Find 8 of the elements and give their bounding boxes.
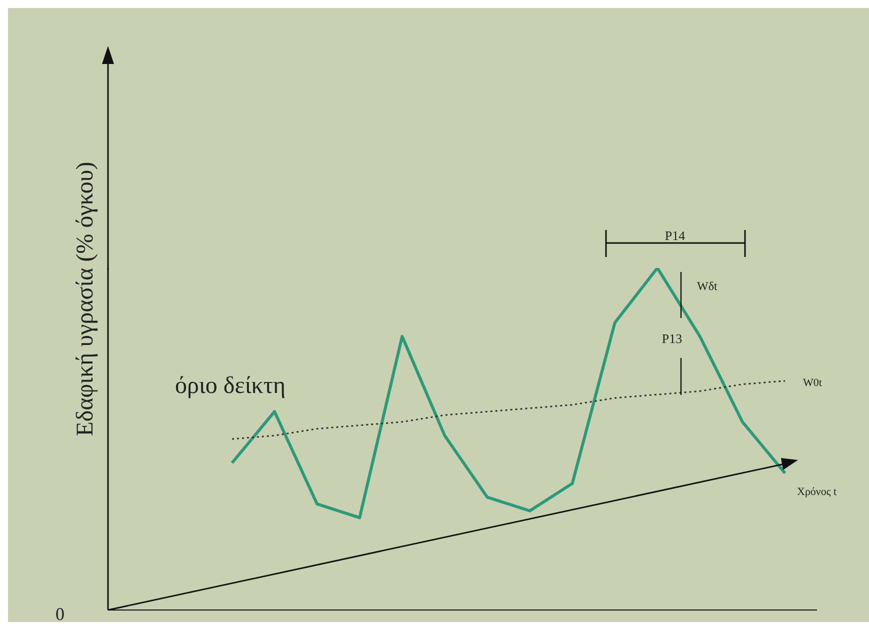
- y-axis-title: Εδαφική υγρασία (% όγκου): [72, 162, 99, 436]
- annotation: P13: [662, 331, 682, 346]
- text: 0: [56, 604, 64, 624]
- text: P14: [664, 228, 686, 243]
- x-axis-title: Χρόνος t: [797, 486, 837, 498]
- annotation: Wδt: [697, 279, 718, 293]
- series-label: όριο δείκτη: [175, 373, 286, 399]
- annotation: W0t: [803, 377, 822, 389]
